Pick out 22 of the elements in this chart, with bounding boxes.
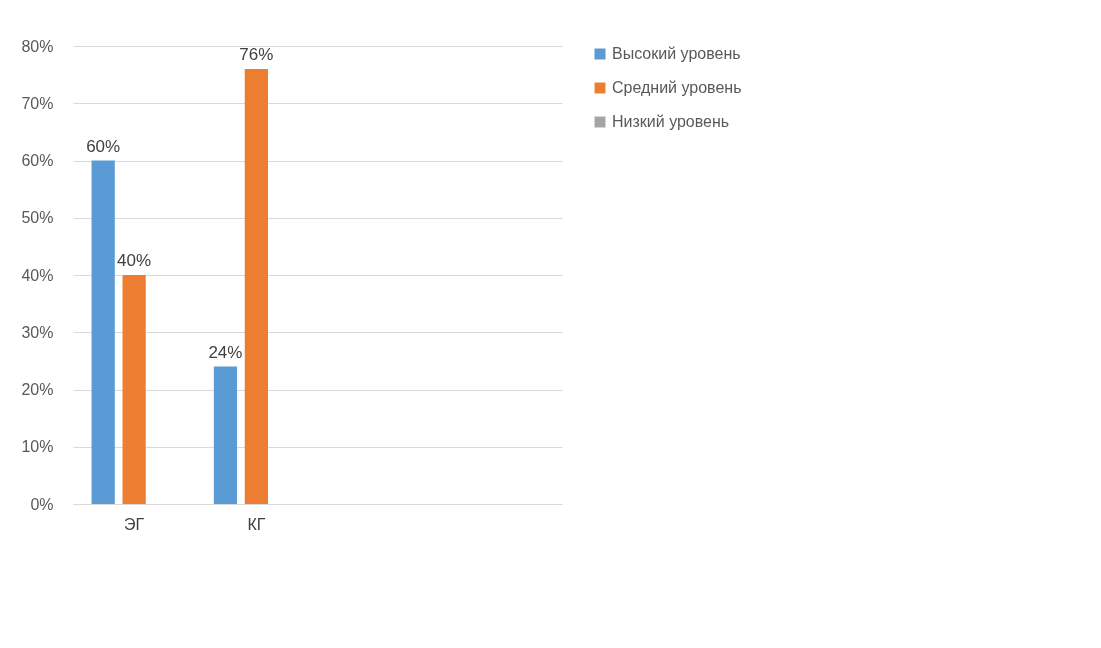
y-tick-label: 50% <box>21 209 54 227</box>
y-tick-label: 0% <box>30 495 54 513</box>
y-tick-label: 30% <box>21 323 54 341</box>
x-tick-label: ЭГ <box>124 515 145 533</box>
legend-label: Низкий уровень <box>612 113 730 130</box>
y-tick-label: 40% <box>21 266 54 284</box>
y-tick-label: 10% <box>21 438 54 456</box>
y-tick-label: 80% <box>21 37 54 55</box>
bar <box>213 366 238 504</box>
y-tick-label: 60% <box>21 152 54 169</box>
y-tick-label: 20% <box>21 381 54 398</box>
bar <box>91 160 115 504</box>
x-tick-label: КГ <box>247 515 266 533</box>
legend-label: Средний уровень <box>612 79 742 96</box>
data-label: 60% <box>86 136 121 156</box>
data-label: 76% <box>239 44 274 64</box>
bar <box>122 275 146 504</box>
data-label: 40% <box>117 251 152 270</box>
data-label: 24% <box>208 342 243 362</box>
legend-label: Высокий уровень <box>612 45 741 62</box>
bar <box>244 68 268 504</box>
y-tick-label: 70% <box>21 94 54 112</box>
